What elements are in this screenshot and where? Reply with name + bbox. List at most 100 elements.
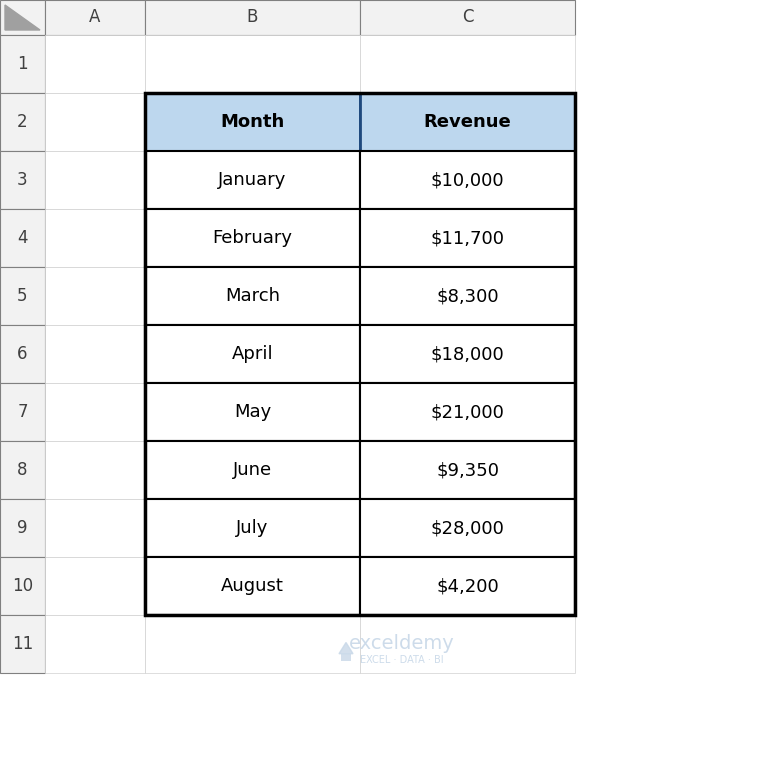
- Bar: [145, 151, 360, 209]
- Bar: [341, 653, 351, 661]
- Text: A: A: [89, 9, 101, 26]
- Bar: [45, 557, 145, 615]
- Bar: [360, 267, 575, 325]
- Bar: [145, 209, 360, 267]
- Text: 6: 6: [17, 345, 28, 363]
- Bar: [360, 499, 575, 557]
- Text: 11: 11: [12, 635, 33, 653]
- Bar: [45, 0, 145, 35]
- Bar: [45, 499, 145, 557]
- Text: August: August: [221, 577, 284, 595]
- Bar: [145, 499, 360, 557]
- Bar: [45, 209, 145, 267]
- Text: 9: 9: [17, 519, 28, 537]
- Bar: [145, 267, 360, 325]
- Text: 5: 5: [17, 287, 28, 305]
- Text: 7: 7: [17, 403, 28, 421]
- Text: EXCEL · DATA · BI: EXCEL · DATA · BI: [360, 655, 444, 665]
- Bar: [145, 0, 360, 35]
- Bar: [360, 499, 575, 557]
- Bar: [0, 0, 45, 35]
- Bar: [360, 557, 575, 615]
- Bar: [360, 557, 575, 615]
- Bar: [360, 35, 575, 93]
- Bar: [145, 209, 360, 267]
- Text: Month: Month: [220, 113, 285, 131]
- Bar: [45, 267, 145, 325]
- Text: exceldemy: exceldemy: [349, 635, 455, 653]
- Bar: [360, 441, 575, 499]
- Bar: [0, 209, 45, 267]
- Text: 2: 2: [17, 113, 28, 131]
- Bar: [360, 441, 575, 499]
- Bar: [45, 615, 145, 673]
- Bar: [145, 325, 360, 383]
- Text: $18,000: $18,000: [431, 345, 505, 363]
- Bar: [45, 151, 145, 209]
- Bar: [145, 383, 360, 441]
- Bar: [0, 383, 45, 441]
- Bar: [360, 383, 575, 441]
- Text: 1: 1: [17, 55, 28, 73]
- Polygon shape: [339, 642, 353, 653]
- Bar: [0, 93, 45, 151]
- Text: B: B: [247, 9, 258, 26]
- Text: 3: 3: [17, 171, 28, 189]
- Text: $10,000: $10,000: [431, 171, 505, 189]
- Text: $28,000: $28,000: [431, 519, 505, 537]
- Bar: [145, 557, 360, 615]
- Text: May: May: [234, 403, 271, 421]
- Bar: [145, 93, 360, 151]
- Bar: [145, 499, 360, 557]
- Bar: [0, 35, 45, 93]
- Text: April: April: [232, 345, 273, 363]
- Bar: [0, 615, 45, 673]
- Text: 8: 8: [17, 461, 28, 479]
- Text: $21,000: $21,000: [431, 403, 505, 421]
- Bar: [0, 151, 45, 209]
- Bar: [45, 383, 145, 441]
- Text: $4,200: $4,200: [436, 577, 499, 595]
- Bar: [0, 499, 45, 557]
- Polygon shape: [5, 5, 40, 30]
- Bar: [145, 35, 360, 93]
- Bar: [0, 557, 45, 615]
- Bar: [360, 615, 575, 673]
- Bar: [45, 93, 145, 151]
- Bar: [360, 151, 575, 209]
- Bar: [0, 325, 45, 383]
- Text: $11,700: $11,700: [431, 229, 505, 247]
- Bar: [145, 383, 360, 441]
- Text: $9,350: $9,350: [436, 461, 499, 479]
- Text: March: March: [225, 287, 280, 305]
- Text: 10: 10: [12, 577, 33, 595]
- Text: $8,300: $8,300: [436, 287, 498, 305]
- Bar: [360, 93, 575, 151]
- Bar: [45, 35, 145, 93]
- Bar: [145, 441, 360, 499]
- Bar: [360, 93, 575, 151]
- Bar: [360, 209, 575, 267]
- Bar: [360, 325, 575, 383]
- Bar: [145, 325, 360, 383]
- Bar: [360, 151, 575, 209]
- Bar: [45, 325, 145, 383]
- Bar: [45, 441, 145, 499]
- Bar: [360, 0, 575, 35]
- Bar: [0, 441, 45, 499]
- Bar: [145, 93, 360, 151]
- Bar: [145, 441, 360, 499]
- Bar: [145, 557, 360, 615]
- Text: January: January: [218, 171, 286, 189]
- Bar: [360, 383, 575, 441]
- Bar: [145, 267, 360, 325]
- Text: June: June: [233, 461, 272, 479]
- Bar: [360, 267, 575, 325]
- Bar: [360, 209, 575, 267]
- Bar: [0, 267, 45, 325]
- Bar: [145, 93, 575, 615]
- Bar: [145, 615, 360, 673]
- Bar: [360, 325, 575, 383]
- Text: Revenue: Revenue: [424, 113, 511, 131]
- Bar: [145, 151, 360, 209]
